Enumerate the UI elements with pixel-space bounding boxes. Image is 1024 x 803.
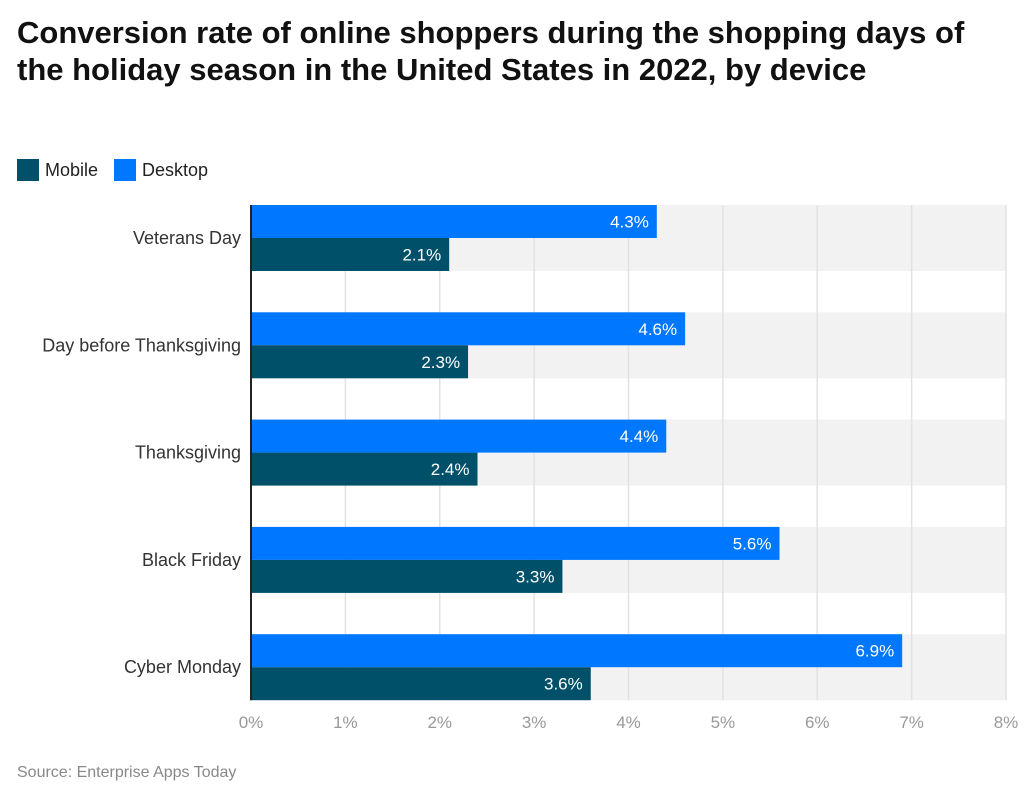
bar-mobile [251,667,591,701]
legend-swatch-desktop [114,159,137,181]
x-tick-label: 4% [616,713,641,732]
x-tick-label: 7% [899,713,924,732]
category-label: Veterans Day [133,228,241,248]
source-note: Source: Enterprise Apps Today [17,764,237,781]
legend: Mobile Desktop [17,159,208,181]
data-label: 2.3% [421,353,460,372]
bar-desktop [251,312,686,346]
x-tick-label: 8% [994,713,1019,732]
legend-label: Mobile [45,159,99,180]
x-tick-label: 5% [711,713,736,732]
category-label: Thanksgiving [135,443,241,463]
x-tick-label: 3% [522,713,547,732]
data-label: 4.6% [638,320,677,339]
legend-swatch-mobile [17,159,39,181]
category-label: Black Friday [142,550,241,570]
bar-mobile [251,238,450,271]
bar-mobile [251,559,563,593]
chart-title: Conversion rate of online shoppers durin… [17,15,965,87]
category-label: Day before Thanksgiving [42,335,241,355]
bar-mobile [251,345,469,379]
category-label: Cyber Monday [124,657,241,677]
data-label: 3.3% [516,567,555,586]
legend-label: Desktop [142,159,209,180]
data-label: 2.4% [431,460,470,479]
bar-desktop [251,205,657,238]
bar-desktop [251,419,667,453]
bar-desktop [251,526,780,560]
x-tick-label: 1% [333,713,358,732]
bar-desktop [251,634,903,668]
data-label: 4.3% [610,213,649,232]
data-label: 4.4% [620,427,659,446]
data-label: 6.9% [855,642,894,661]
legend-item-mobile: Mobile [17,159,98,181]
data-label: 5.6% [733,534,772,553]
legend-item-desktop: Desktop [114,159,208,181]
x-tick-label: 6% [805,713,830,732]
x-tick-label: 2% [427,713,452,732]
bar-mobile [251,452,478,486]
data-label: 2.1% [402,246,441,265]
data-label: 3.6% [544,675,583,694]
x-tick-label: 0% [239,713,264,732]
